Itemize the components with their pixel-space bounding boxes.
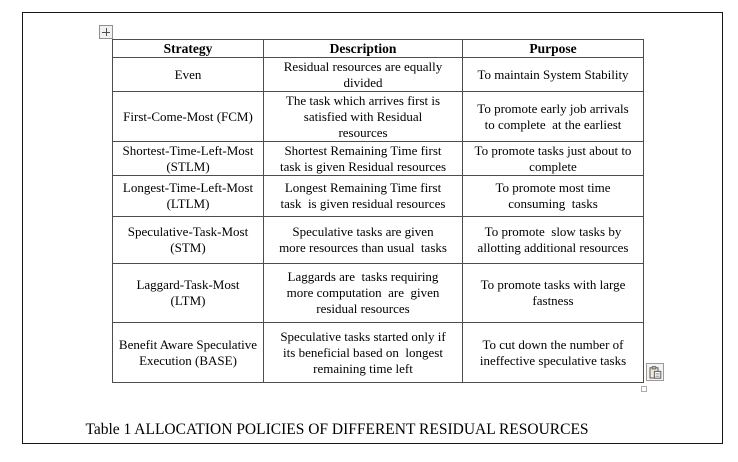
table-resize-handle[interactable] xyxy=(641,386,647,392)
strategy-cell: Speculative-Task-Most (STM) xyxy=(112,216,264,264)
purpose-cell: To promote early job arrivals to complet… xyxy=(462,91,644,142)
table-row: Shortest-Time-Left-Most (STLM) Shortest … xyxy=(112,141,644,176)
table-row: Even Residual resources are equally divi… xyxy=(112,57,644,92)
table-row: Laggard-Task-Most (LTM) Laggards are tas… xyxy=(112,263,644,323)
allocation-policies-table: Strategy Description Purpose Even Residu… xyxy=(112,39,644,383)
description-cell: Laggards are tasks requiring more comput… xyxy=(263,263,463,323)
purpose-cell: To promote tasks just about to complete xyxy=(462,141,644,176)
description-cell: Longest Remaining Time first task is giv… xyxy=(263,175,463,217)
table-caption: Table 1 ALLOCATION POLICIES OF DIFFERENT… xyxy=(85,421,589,438)
table-move-handle-icon[interactable] xyxy=(99,25,113,39)
header-row: Strategy Description Purpose xyxy=(112,39,644,58)
table-row: Longest-Time-Left-Most (LTLM) Longest Re… xyxy=(112,175,644,217)
description-cell: Speculative tasks are given more resourc… xyxy=(263,216,463,264)
table-row: First-Come-Most (FCM) The task which arr… xyxy=(112,91,644,142)
description-cell: The task which arrives first is satisfie… xyxy=(263,91,463,142)
table-row: Benefit Aware Speculative Execution (BAS… xyxy=(112,322,644,383)
purpose-cell: To promote slow tasks by allotting addit… xyxy=(462,216,644,264)
move-cross-vertical xyxy=(105,28,108,36)
paste-options-icon xyxy=(649,365,661,379)
purpose-cell: To promote most time consuming tasks xyxy=(462,175,644,217)
column-header-purpose: Purpose xyxy=(462,39,644,58)
strategy-cell: Longest-Time-Left-Most (LTLM) xyxy=(112,175,264,217)
description-cell: Shortest Remaining Time first task is gi… xyxy=(263,141,463,176)
description-cell: Speculative tasks started only if its be… xyxy=(263,322,463,383)
table-row: Speculative-Task-Most (STM) Speculative … xyxy=(112,216,644,264)
strategy-cell: First-Come-Most (FCM) xyxy=(112,91,264,142)
column-header-description: Description xyxy=(263,39,463,58)
strategy-cell: Even xyxy=(112,57,264,92)
strategy-cell: Benefit Aware Speculative Execution (BAS… xyxy=(112,322,264,383)
purpose-cell: To promote tasks with large fastness xyxy=(462,263,644,323)
purpose-cell: To maintain System Stability xyxy=(462,57,644,92)
description-cell: Residual resources are equally divided xyxy=(263,57,463,92)
strategy-cell: Laggard-Task-Most (LTM) xyxy=(112,263,264,323)
purpose-cell: To cut down the number of ineffective sp… xyxy=(462,322,644,383)
strategy-cell: Shortest-Time-Left-Most (STLM) xyxy=(112,141,264,176)
column-header-strategy: Strategy xyxy=(112,39,264,58)
paste-options-button[interactable] xyxy=(646,363,664,381)
